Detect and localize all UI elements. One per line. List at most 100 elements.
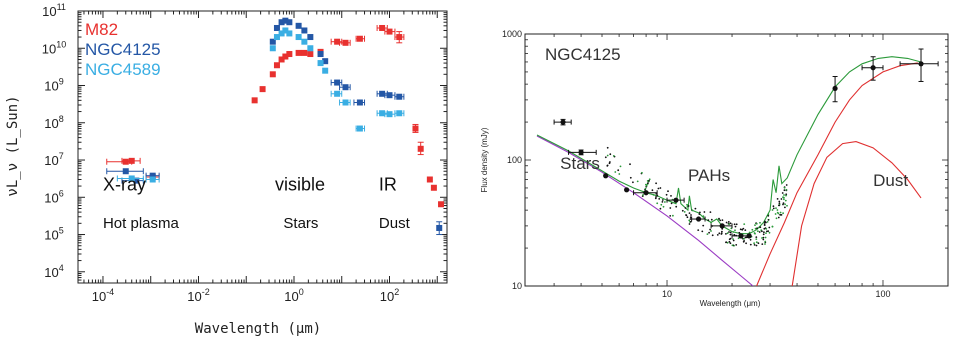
spectrum-dot — [743, 237, 745, 240]
spectrum-dot — [780, 198, 783, 200]
photometry-point — [738, 233, 744, 239]
spectrum-dot — [751, 228, 754, 231]
spectrum-dot — [645, 184, 648, 187]
spectrum-dot — [784, 199, 787, 202]
spectrum-dot — [734, 229, 736, 232]
legend-entry-m82: M82 — [85, 20, 118, 39]
spectrum-dot — [772, 207, 775, 210]
spectrum-dot — [755, 222, 758, 225]
data-point — [251, 97, 258, 104]
spectrum-dot — [757, 242, 760, 245]
data-point — [269, 38, 276, 45]
spectrum-dot — [744, 236, 747, 239]
spectrum-dot — [656, 194, 659, 197]
x-tick-label: 102 — [380, 287, 399, 304]
spectrum-dot — [694, 207, 697, 210]
spectrum-dot — [716, 234, 719, 236]
photometry-point — [560, 119, 566, 125]
spectrum-dot — [699, 211, 701, 214]
data-point — [386, 111, 393, 118]
spectrum-dot — [706, 233, 709, 236]
y-tick-label: 105 — [44, 226, 63, 243]
data-point — [436, 224, 443, 231]
spectrum-dot — [702, 215, 705, 218]
data-point — [356, 125, 363, 132]
spectrum-dot — [777, 216, 780, 219]
spectrum-dot — [688, 212, 691, 215]
spectrum-dot — [765, 228, 768, 230]
spectrum-dot — [647, 182, 649, 185]
spectrum-dot — [776, 211, 779, 214]
y-tick-label: 109 — [44, 77, 63, 94]
data-point — [301, 38, 308, 45]
model-curve — [756, 62, 918, 286]
spectrum-dot — [664, 201, 666, 203]
spectrum-dot — [762, 236, 765, 239]
spectrum-dot — [733, 223, 736, 226]
spectrum-dot — [683, 211, 686, 213]
data-point — [128, 175, 135, 182]
annotation-label: Stars — [283, 215, 318, 232]
spectrum-dot — [755, 241, 758, 244]
spectrum-dot — [718, 232, 721, 235]
y-axis-label: Flux density (mJy) — [480, 127, 489, 192]
photometry-point — [695, 216, 702, 222]
spectrum-dot — [775, 207, 777, 210]
spectrum-dot — [735, 223, 738, 226]
spectrum-dot — [767, 219, 770, 221]
spectrum-dot — [782, 196, 784, 199]
spectrum-dot — [779, 213, 781, 216]
spectrum-dot — [726, 241, 729, 244]
spectrum-dot — [745, 242, 747, 245]
spectrum-dot — [784, 203, 786, 206]
spectrum-dot — [720, 232, 723, 235]
spectrum-dot — [655, 182, 657, 185]
spectrum-dot — [783, 189, 786, 192]
spectrum-dot — [652, 194, 655, 196]
spectrum-dot — [753, 244, 756, 246]
spectrum-dot — [658, 198, 661, 200]
spectrum-dot — [707, 219, 710, 222]
spectrum-dot — [632, 181, 634, 184]
spectrum-dot — [729, 237, 732, 240]
spectrum-dot — [765, 221, 767, 224]
spectrum-dot — [782, 203, 784, 206]
spectrum-dot — [681, 209, 684, 212]
spectrum-dot — [735, 244, 738, 246]
spectrum-dot — [690, 214, 692, 216]
data-point — [307, 45, 314, 52]
data-point — [273, 24, 280, 31]
photometry-point — [832, 85, 838, 92]
photometry-point — [578, 149, 584, 155]
spectrum-dot — [779, 211, 782, 214]
photometry-point — [746, 233, 752, 239]
spectrum-dot — [764, 236, 767, 239]
spectrum-dot — [688, 219, 691, 222]
spectrum-dot — [614, 171, 617, 173]
spectrum-dot — [783, 186, 786, 189]
data-point — [430, 184, 437, 191]
spectrum-dot — [687, 205, 690, 207]
spectrum-dot — [721, 219, 724, 222]
plot-frame — [77, 10, 448, 284]
spectrum-dot — [766, 221, 769, 223]
spectrum-dot — [758, 231, 761, 233]
data-point — [286, 30, 293, 37]
spectrum-dot — [741, 228, 744, 231]
spectrum-dot — [763, 223, 766, 225]
y-tick-label: 1010 — [42, 39, 66, 56]
spectrum-dot — [702, 224, 705, 227]
spectrum-dot — [753, 242, 755, 245]
data-point — [301, 49, 308, 56]
spectrum-dot — [762, 238, 765, 241]
spectrum-dot — [729, 231, 732, 234]
spectrum-dot — [606, 146, 609, 149]
annotation-label: PAHs — [688, 166, 730, 185]
sed-chart-three-galaxies: 10-4 10-2 100 102 104 105 106 107 108 109 1010 1011… — [5, 2, 448, 337]
spectrum-dot — [710, 230, 712, 232]
spectrum-dot — [785, 188, 788, 191]
data-point — [295, 22, 302, 29]
spectrum-dot — [685, 214, 687, 216]
spectrum-dot — [754, 224, 756, 227]
spectrum-dot — [711, 234, 714, 237]
